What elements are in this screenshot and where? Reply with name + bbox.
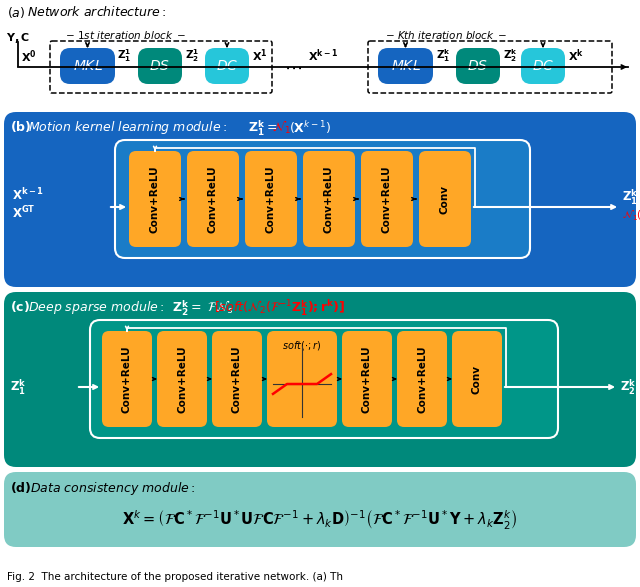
Text: Conv+ReLU: Conv+ReLU [382,165,392,233]
Text: $\bf{Z}_2^1$: $\bf{Z}_2^1$ [185,47,199,64]
FancyBboxPatch shape [157,331,207,427]
FancyBboxPatch shape [452,331,502,427]
FancyBboxPatch shape [187,151,239,247]
FancyBboxPatch shape [245,151,297,247]
Text: $\it{MKL}$: $\it{MKL}$ [72,59,102,73]
Text: Conv+ReLU: Conv+ReLU [150,165,160,233]
Text: $\cdots$: $\cdots$ [284,59,302,77]
FancyBboxPatch shape [342,331,392,427]
Text: $-\ 1st\ iteration\ block\ -$: $-\ 1st\ iteration\ block\ -$ [65,29,186,41]
FancyBboxPatch shape [397,331,447,427]
Text: Conv+ReLU: Conv+ReLU [122,345,132,413]
FancyBboxPatch shape [212,331,262,427]
Text: $\bf{Z}_2^k$: $\bf{Z}_2^k$ [503,47,518,64]
FancyBboxPatch shape [129,151,181,247]
FancyBboxPatch shape [90,320,558,438]
Text: $\it{DS}$: $\it{DS}$ [467,59,488,73]
Text: $\bf{Z}_1^k$: $\bf{Z}_1^k$ [436,47,451,64]
Text: $\bf{Z}_2^k$: $\bf{Z}_2^k$ [172,299,189,318]
Text: $\it{Deep\ sparse\ module:\ }$: $\it{Deep\ sparse\ module:\ }$ [28,299,164,316]
Text: $\bf{X}^1$: $\bf{X}^1$ [252,48,268,64]
FancyBboxPatch shape [378,48,433,84]
Text: Conv: Conv [472,365,482,393]
Text: Fig. 2  The architecture of the proposed iterative network. (a) Th: Fig. 2 The architecture of the proposed … [7,572,343,582]
Text: $\it{DC}$: $\it{DC}$ [532,59,554,73]
Text: $\mathcal{N}_1$: $\mathcal{N}_1$ [272,119,291,136]
Text: $\it{(}$$\bf{X}$$^{k-1}$$\it{)}$: $\it{(}$$\bf{X}$$^{k-1}$$\it{)}$ [289,119,331,136]
Text: Conv+ReLU: Conv+ReLU [324,165,334,233]
Text: Conv+ReLU: Conv+ReLU [362,345,372,413]
Text: $\bf{(b)}$: $\bf{(b)}$ [10,119,31,134]
Text: $\bf{(d)}$: $\bf{(d)}$ [10,480,31,495]
FancyBboxPatch shape [419,151,471,247]
Text: $\bf{Z}_1^k$: $\bf{Z}_1^k$ [622,187,639,207]
Text: $\bf{Y,C}$: $\bf{Y,C}$ [6,31,30,45]
FancyBboxPatch shape [456,48,500,84]
Text: $-\ Kth\ iteration\ block\ -$: $-\ Kth\ iteration\ block\ -$ [385,29,508,41]
Text: $\mathbf{X}^k=\left(\mathcal{F}\mathbf{C}^*\mathcal{F}^{-1}\mathbf{U}^*\mathbf{U: $\mathbf{X}^k=\left(\mathcal{F}\mathbf{C… [122,508,518,532]
Text: $\it{\ =\ \mathcal{F}\mathcal{N}_s}$: $\it{\ =\ \mathcal{F}\mathcal{N}_s}$ [184,299,234,316]
Text: $\bf{X}^{k-1}$: $\bf{X}^{k-1}$ [308,48,339,64]
Text: $\bf{X}^k$: $\bf{X}^k$ [568,48,584,64]
Text: $\it{\ =\ }$: $\it{\ =\ }$ [260,119,278,132]
FancyBboxPatch shape [303,151,355,247]
Text: $\bf{Z}_1^k$: $\bf{Z}_1^k$ [248,119,265,139]
FancyBboxPatch shape [4,472,636,547]
FancyBboxPatch shape [4,292,636,467]
Text: $\bf{X}^{GT}$: $\bf{X}^{GT}$ [12,205,36,221]
FancyBboxPatch shape [60,48,115,84]
Text: $\bf{X}^0$: $\bf{X}^0$ [21,48,36,65]
Text: Conv+ReLU: Conv+ReLU [417,345,427,413]
Text: $\bf{Z}_1^1$: $\bf{Z}_1^1$ [117,47,131,64]
Text: $\bf{X}^{k-1}$: $\bf{X}^{k-1}$ [12,187,44,203]
FancyBboxPatch shape [521,48,565,84]
Text: $[soft(\mathcal{N}_2(\mathcal{F}^{-1}\bf{Z}_1^k);r^k)]$: $[soft(\mathcal{N}_2(\mathcal{F}^{-1}\bf… [214,299,346,318]
FancyBboxPatch shape [4,112,636,287]
Text: $\it{MKL}$: $\it{MKL}$ [390,59,420,73]
Text: $\it{DS}$: $\it{DS}$ [150,59,170,73]
Text: $\mathcal{N}_1(\bf{X}^{GT})$: $\mathcal{N}_1(\bf{X}^{GT})$ [622,207,640,223]
Text: $\it{Motion\ kernel\ learning\ module:\ }$: $\it{Motion\ kernel\ learning\ module:\ … [28,119,227,136]
Text: $\it{DC}$: $\it{DC}$ [216,59,238,73]
Text: $(a)$: $(a)$ [7,5,26,20]
Text: Conv+ReLU: Conv+ReLU [266,165,276,233]
Text: $\bf{Z}_1^k$: $\bf{Z}_1^k$ [10,377,26,397]
Text: Conv+ReLU: Conv+ReLU [232,345,242,413]
FancyBboxPatch shape [115,140,530,258]
Text: $\it{Network\ architecture:}$: $\it{Network\ architecture:}$ [27,5,166,19]
Text: $\bf{(c)}$: $\bf{(c)}$ [10,299,30,314]
FancyBboxPatch shape [102,331,152,427]
FancyBboxPatch shape [138,48,182,84]
Text: Conv: Conv [440,184,450,214]
FancyBboxPatch shape [267,331,337,427]
Text: $\bf{Z}_2^k$: $\bf{Z}_2^k$ [620,377,636,397]
Text: Conv+ReLU: Conv+ReLU [177,345,187,413]
FancyBboxPatch shape [205,48,249,84]
FancyBboxPatch shape [361,151,413,247]
Text: Conv+ReLU: Conv+ReLU [208,165,218,233]
Text: $soft(\cdot;r)$: $soft(\cdot;r)$ [282,339,322,352]
Text: $\it{Data\ consistency\ module:}$: $\it{Data\ consistency\ module:}$ [30,480,196,497]
